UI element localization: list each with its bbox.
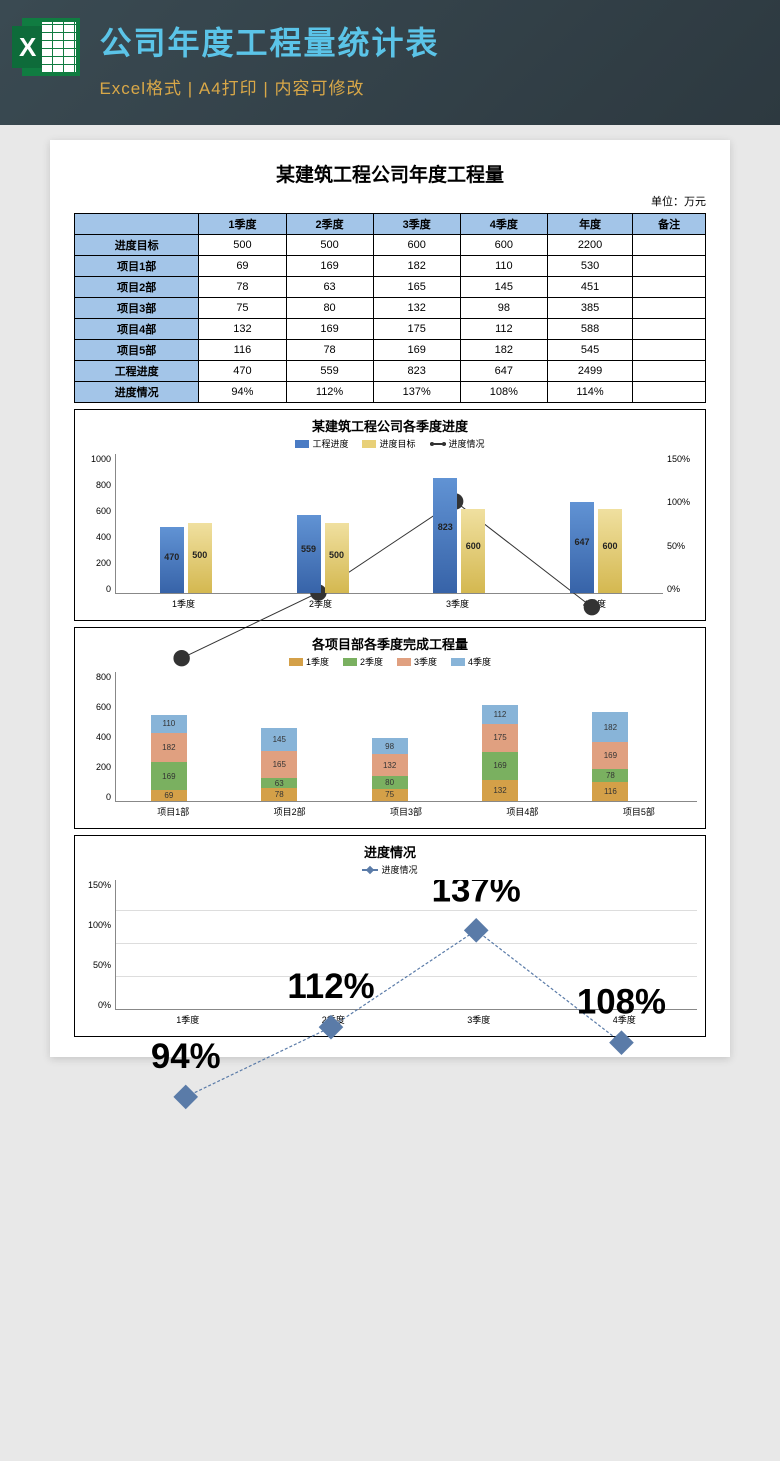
banner-title: 公司年度工程量统计表: [99, 18, 439, 64]
table-cell: [633, 298, 706, 319]
table-cell: 600: [373, 235, 460, 256]
table-cell: 112: [460, 319, 547, 340]
table-cell: [633, 340, 706, 361]
table-cell: 137%: [373, 382, 460, 403]
legend-label: 工程进度: [312, 437, 348, 450]
chart2-legend: 1季度2季度3季度4季度: [83, 655, 697, 668]
legend-label: 进度情况: [381, 863, 417, 876]
table-header: [75, 214, 199, 235]
document-page: 某建筑工程公司年度工程量 单位：万元 1季度2季度3季度4季度年度备注 进度目标…: [50, 140, 730, 1057]
chart2-x-labels: 项目1部项目2部项目3部项目4部项目5部: [115, 802, 697, 818]
chart2-plot: 1101821696914516563789813280751121751691…: [115, 672, 697, 802]
header-banner: 公司年度工程量统计表 Excel格式 | A4打印 | 内容可修改: [0, 0, 780, 125]
chart3-legend: 进度情况: [83, 863, 697, 876]
table-cell: 75: [199, 298, 286, 319]
table-header: 年度: [547, 214, 632, 235]
excel-icon: [22, 18, 80, 76]
table-cell: 182: [460, 340, 547, 361]
table-cell: 559: [286, 361, 373, 382]
table-cell: 169: [373, 340, 460, 361]
svg-text:137%: 137%: [432, 880, 521, 909]
table-cell: 145: [460, 277, 547, 298]
row-header: 项目5部: [75, 340, 199, 361]
table-cell: 132: [373, 298, 460, 319]
table-header: 备注: [633, 214, 706, 235]
table-cell: 182: [373, 256, 460, 277]
svg-text:112%: 112%: [287, 967, 374, 1006]
table-cell: [633, 382, 706, 403]
table-cell: 823: [373, 361, 460, 382]
table-cell: 110: [460, 256, 547, 277]
doc-title: 某建筑工程公司年度工程量: [74, 160, 706, 187]
table-cell: 63: [286, 277, 373, 298]
legend-label: 进度情况: [449, 437, 485, 450]
banner-subtitle: Excel格式 | A4打印 | 内容可修改: [99, 74, 439, 99]
table-cell: 647: [460, 361, 547, 382]
table-cell: [633, 256, 706, 277]
table-cell: 2499: [547, 361, 632, 382]
row-header: 项目3部: [75, 298, 199, 319]
row-header: 工程进度: [75, 361, 199, 382]
table-cell: [633, 277, 706, 298]
quarterly-progress-chart: 某建筑工程公司各季度进度 工程进度 进度目标 进度情况 100080060040…: [74, 409, 706, 621]
y-axis-left: 8006004002000: [83, 672, 115, 802]
chart3-title: 进度情况: [83, 842, 697, 861]
table-header: 4季度: [460, 214, 547, 235]
table-header: 3季度: [373, 214, 460, 235]
table-cell: 451: [547, 277, 632, 298]
unit-label: 单位：万元: [74, 193, 706, 209]
chart1-plot: 470500559500823600647600: [115, 454, 663, 594]
table-cell: 175: [373, 319, 460, 340]
chart3-plot: 94%112%137%108%: [115, 880, 697, 1010]
table-cell: 94%: [199, 382, 286, 403]
table-cell: [633, 319, 706, 340]
table-cell: 114%: [547, 382, 632, 403]
table-cell: 116: [199, 340, 286, 361]
table-cell: 108%: [460, 382, 547, 403]
table-cell: 169: [286, 256, 373, 277]
row-header: 项目4部: [75, 319, 199, 340]
legend-label: 进度目标: [379, 437, 415, 450]
progress-line-chart: 进度情况 进度情况 150%100%50%0% 94%112%137%108% …: [74, 835, 706, 1037]
chart1-legend: 工程进度 进度目标 进度情况: [83, 437, 697, 450]
row-header: 进度目标: [75, 235, 199, 256]
table-header: 2季度: [286, 214, 373, 235]
y-axis-right: 150%100%50%0%: [663, 454, 697, 594]
dept-stacked-chart: 各项目部各季度完成工程量 1季度2季度3季度4季度 8006004002000 …: [74, 627, 706, 829]
table-cell: 98: [460, 298, 547, 319]
chart1-x-labels: 1季度2季度3季度4季度: [115, 594, 663, 610]
table-cell: 2200: [547, 235, 632, 256]
table-cell: 132: [199, 319, 286, 340]
chart1-title: 某建筑工程公司各季度进度: [83, 416, 697, 435]
chart2-title: 各项目部各季度完成工程量: [83, 634, 697, 653]
table-cell: 80: [286, 298, 373, 319]
table-cell: 169: [286, 319, 373, 340]
table-cell: 112%: [286, 382, 373, 403]
table-cell: 588: [547, 319, 632, 340]
table-cell: 500: [199, 235, 286, 256]
table-cell: 600: [460, 235, 547, 256]
table-cell: 69: [199, 256, 286, 277]
table-cell: 530: [547, 256, 632, 277]
row-header: 进度情况: [75, 382, 199, 403]
table-cell: 545: [547, 340, 632, 361]
table-cell: 500: [286, 235, 373, 256]
data-table: 1季度2季度3季度4季度年度备注 进度目标5005006006002200项目1…: [74, 213, 706, 403]
table-cell: 78: [199, 277, 286, 298]
table-cell: 78: [286, 340, 373, 361]
row-header: 项目2部: [75, 277, 199, 298]
table-cell: 385: [547, 298, 632, 319]
table-cell: [633, 235, 706, 256]
chart3-x-labels: 1季度2季度3季度4季度: [115, 1010, 697, 1026]
table-header: 1季度: [199, 214, 286, 235]
y-axis-left: 10008006004002000: [83, 454, 115, 594]
y-axis-left: 150%100%50%0%: [83, 880, 115, 1010]
table-cell: 470: [199, 361, 286, 382]
svg-text:94%: 94%: [151, 1037, 221, 1076]
row-header: 项目1部: [75, 256, 199, 277]
table-cell: 165: [373, 277, 460, 298]
table-cell: [633, 361, 706, 382]
